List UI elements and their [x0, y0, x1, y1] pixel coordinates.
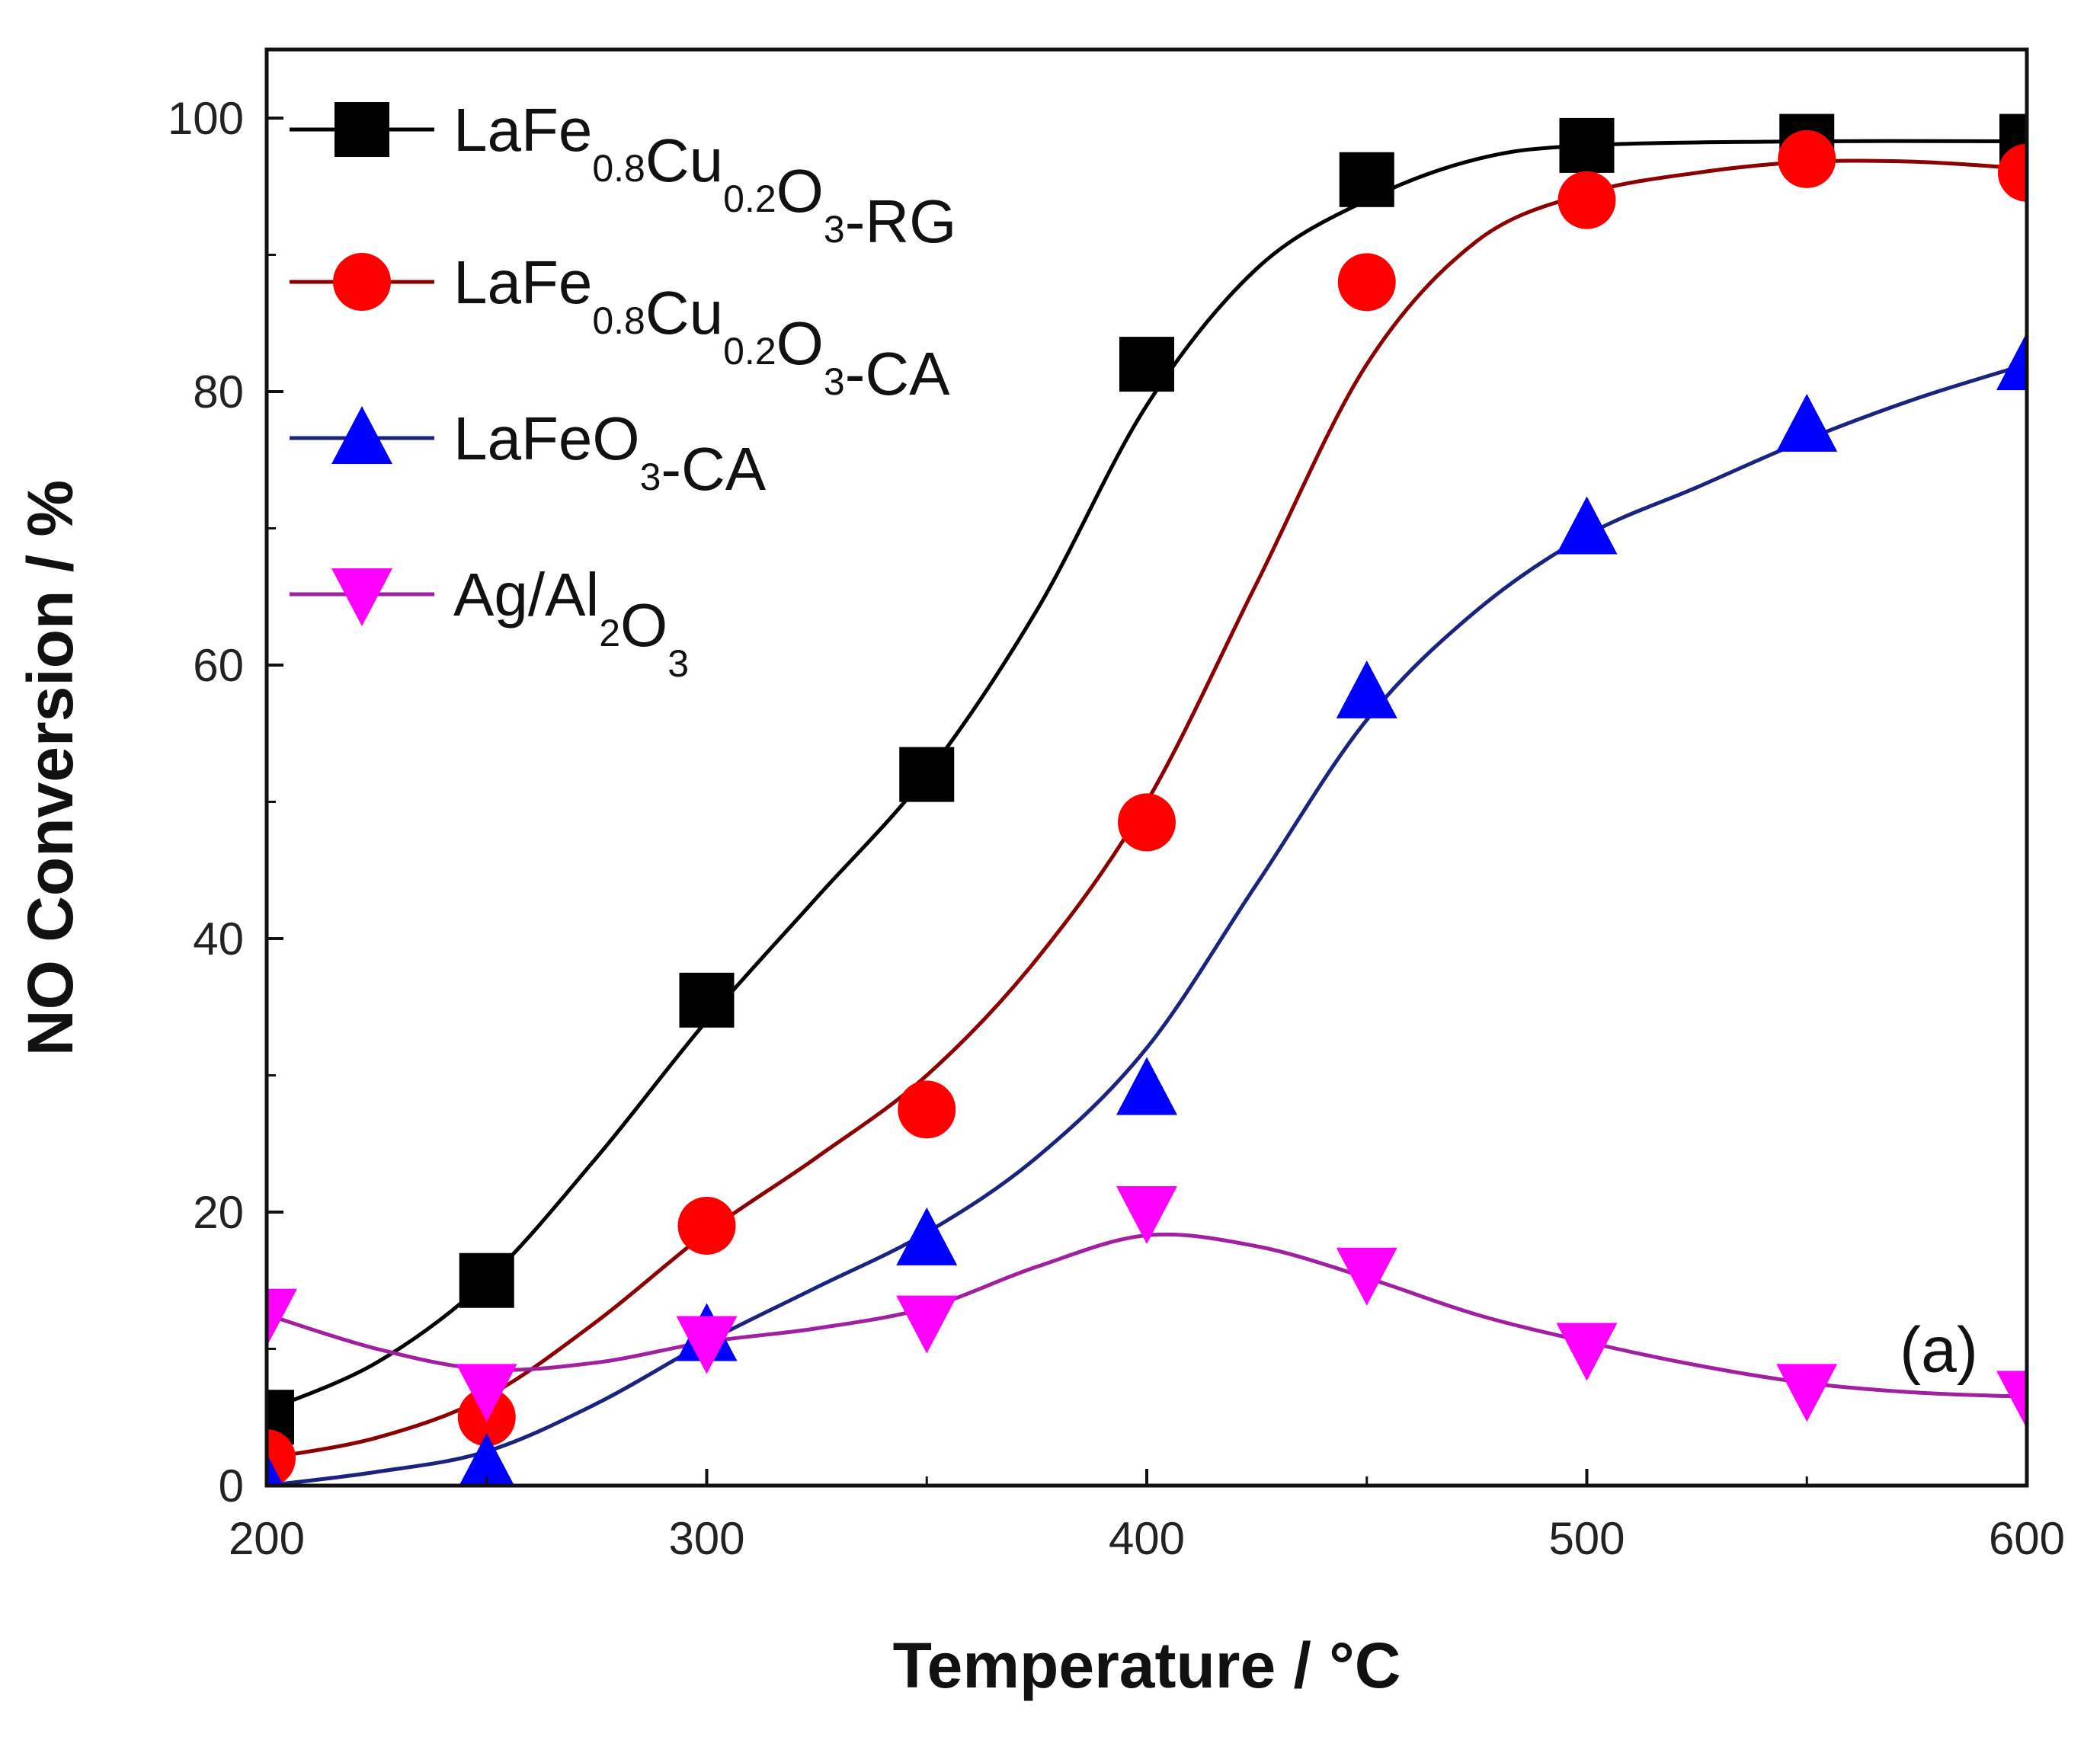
marker-ca-600: [1998, 143, 2027, 202]
marker-agal-600: [1996, 1371, 2027, 1429]
marker-ca-400: [1118, 793, 1176, 852]
marker-lafeo3-400: [1116, 1057, 1177, 1115]
marker-agal-300: [676, 1316, 738, 1374]
y-axis-title: NO Conversion / %: [14, 480, 86, 1056]
y-tick-label-80: 80: [193, 366, 244, 417]
y-tick-label-0: 0: [219, 1460, 244, 1511]
y-tick-label-100: 100: [168, 93, 244, 144]
legend-label-lafeo3: LaFeO3-CA: [453, 405, 767, 503]
marker-ca-300: [677, 1196, 736, 1255]
marker-lafeo3-200: [267, 1454, 284, 1486]
marker-ca-350: [898, 1080, 956, 1139]
x-tick-label-200: 200: [229, 1513, 305, 1564]
marker-ca-450: [1337, 253, 1396, 312]
marker-agal-350: [896, 1295, 958, 1354]
marker-agal-250: [456, 1364, 517, 1422]
x-tick-label-400: 400: [1109, 1513, 1185, 1564]
marker-lafeo3-600: [1996, 332, 2027, 391]
legend-marker-agal: [331, 568, 392, 626]
legend-item-ca: LaFe0.8Cu0.2O3-CA: [290, 248, 950, 408]
y-tick-label-40: 40: [193, 913, 244, 964]
legend-item-agal: Ag/Al2O3: [290, 561, 689, 685]
marker-lafeo3-500: [1556, 496, 1618, 555]
marker-rg-350: [899, 747, 955, 802]
marker-rg-300: [679, 972, 735, 1028]
fit-line-lafeo3: [267, 362, 2027, 1486]
legend-marker-ca: [333, 253, 391, 311]
legend: LaFe0.8Cu0.2O3-RGLaFe0.8Cu0.2O3-CALaFeO3…: [290, 96, 956, 685]
axes: 200 300 400 500 600 0 20 40 60 80 100: [168, 93, 2065, 1564]
annotation-0: (a): [1900, 1314, 1978, 1386]
marker-agal-450: [1336, 1247, 1397, 1306]
marker-rg-250: [459, 1252, 514, 1308]
marker-agal-400: [1116, 1186, 1177, 1244]
y-tick-label-60: 60: [193, 640, 244, 691]
legend-marker-lafeo3: [331, 406, 392, 464]
marker-ca-500: [1557, 171, 1616, 229]
marker-rg-500: [1559, 117, 1615, 173]
x-tick-label-600: 600: [1989, 1513, 2065, 1564]
marker-ca-550: [1778, 130, 1836, 188]
legend-item-lafeo3: LaFeO3-CA: [290, 405, 767, 503]
legend-item-rg: LaFe0.8Cu0.2O3-RG: [290, 96, 956, 255]
legend-marker-rg: [335, 102, 389, 157]
marker-lafeo3-450: [1336, 660, 1397, 718]
marker-lafeo3-550: [1776, 393, 1838, 452]
marker-rg-450: [1339, 152, 1394, 207]
x-tick-label-300: 300: [668, 1513, 744, 1564]
legend-label-rg: LaFe0.8Cu0.2O3-RG: [453, 96, 956, 255]
x-tick-label-500: 500: [1548, 1513, 1625, 1564]
y-tick-label-20: 20: [193, 1187, 244, 1238]
marker-agal-200: [267, 1288, 297, 1347]
data-markers: [267, 114, 2027, 1486]
marker-agal-550: [1776, 1364, 1838, 1422]
marker-lafeo3-350: [896, 1207, 958, 1265]
legend-label-agal: Ag/Al2O3: [453, 561, 689, 685]
marker-agal-500: [1556, 1323, 1618, 1381]
annotations: (a): [1900, 1314, 1978, 1386]
legend-label-ca: LaFe0.8Cu0.2O3-CA: [453, 248, 950, 408]
x-axis-title: Temperature / °C: [893, 1630, 1401, 1701]
marker-rg-400: [1119, 337, 1174, 392]
marker-lafeo3-250: [459, 1433, 515, 1486]
